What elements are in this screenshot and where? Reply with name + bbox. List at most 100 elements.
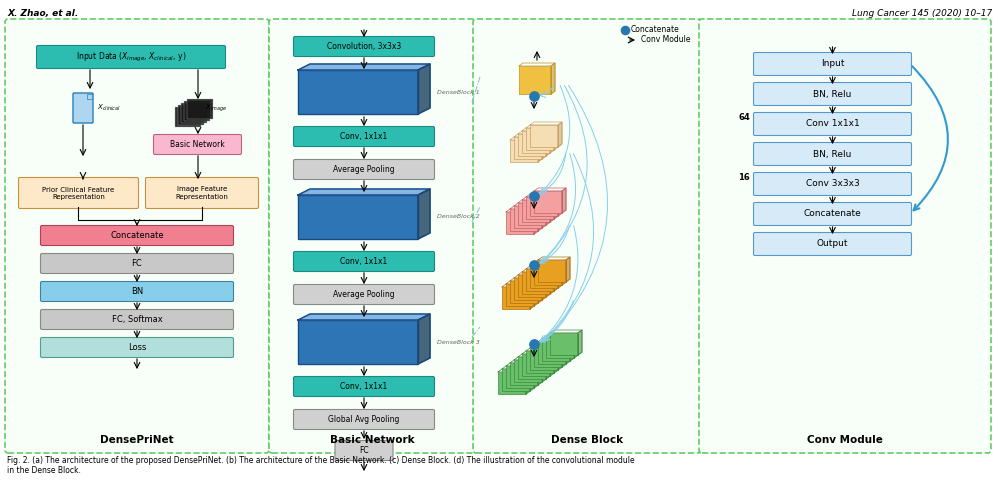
FancyBboxPatch shape bbox=[534, 345, 562, 367]
Text: 64: 64 bbox=[738, 114, 750, 123]
FancyBboxPatch shape bbox=[37, 45, 226, 68]
Polygon shape bbox=[578, 330, 582, 355]
Text: Loss: Loss bbox=[128, 343, 146, 352]
FancyBboxPatch shape bbox=[522, 354, 550, 376]
FancyBboxPatch shape bbox=[510, 140, 538, 162]
Polygon shape bbox=[566, 257, 570, 282]
FancyBboxPatch shape bbox=[498, 372, 526, 394]
Polygon shape bbox=[418, 314, 430, 364]
Polygon shape bbox=[510, 360, 542, 363]
Polygon shape bbox=[506, 363, 538, 366]
FancyBboxPatch shape bbox=[506, 284, 534, 306]
Point bbox=[526, 92, 542, 100]
Polygon shape bbox=[514, 275, 546, 278]
Polygon shape bbox=[502, 366, 534, 369]
Text: Concatenate: Concatenate bbox=[110, 231, 164, 240]
Polygon shape bbox=[562, 260, 566, 285]
FancyBboxPatch shape bbox=[41, 309, 234, 330]
FancyBboxPatch shape bbox=[542, 339, 570, 361]
Polygon shape bbox=[542, 134, 546, 159]
FancyBboxPatch shape bbox=[526, 128, 554, 150]
Text: DenseBlock 3: DenseBlock 3 bbox=[437, 339, 480, 344]
FancyBboxPatch shape bbox=[335, 440, 393, 461]
FancyBboxPatch shape bbox=[506, 212, 534, 234]
FancyBboxPatch shape bbox=[753, 53, 911, 75]
FancyBboxPatch shape bbox=[526, 269, 554, 291]
FancyBboxPatch shape bbox=[538, 342, 566, 364]
Polygon shape bbox=[530, 284, 534, 309]
FancyBboxPatch shape bbox=[294, 251, 435, 272]
FancyBboxPatch shape bbox=[753, 83, 911, 105]
Polygon shape bbox=[530, 263, 562, 266]
Polygon shape bbox=[526, 369, 530, 394]
Polygon shape bbox=[562, 342, 566, 367]
Text: Conv 1x1x1: Conv 1x1x1 bbox=[805, 120, 859, 128]
FancyBboxPatch shape bbox=[41, 253, 234, 274]
FancyBboxPatch shape bbox=[514, 278, 542, 300]
Polygon shape bbox=[526, 348, 558, 351]
Polygon shape bbox=[546, 131, 550, 156]
FancyBboxPatch shape bbox=[753, 143, 911, 165]
Text: DenseBlock 2: DenseBlock 2 bbox=[437, 215, 480, 219]
Polygon shape bbox=[550, 330, 582, 333]
Polygon shape bbox=[522, 128, 554, 131]
Text: Input: Input bbox=[821, 60, 844, 68]
Polygon shape bbox=[518, 131, 550, 134]
Polygon shape bbox=[558, 191, 562, 216]
Text: Conv 3x3x3: Conv 3x3x3 bbox=[805, 180, 859, 188]
FancyBboxPatch shape bbox=[473, 19, 701, 453]
Polygon shape bbox=[534, 260, 566, 263]
FancyBboxPatch shape bbox=[526, 351, 554, 373]
Polygon shape bbox=[554, 194, 558, 219]
Text: BN, Relu: BN, Relu bbox=[813, 150, 852, 158]
Polygon shape bbox=[538, 257, 570, 260]
Polygon shape bbox=[522, 269, 554, 272]
FancyBboxPatch shape bbox=[526, 197, 554, 219]
Polygon shape bbox=[510, 137, 542, 140]
FancyBboxPatch shape bbox=[518, 275, 546, 297]
Polygon shape bbox=[526, 266, 558, 269]
Polygon shape bbox=[87, 94, 92, 99]
Polygon shape bbox=[534, 281, 538, 306]
Polygon shape bbox=[526, 194, 558, 197]
Bar bbox=[187, 99, 213, 119]
FancyBboxPatch shape bbox=[522, 131, 550, 153]
Polygon shape bbox=[522, 351, 554, 354]
Text: Conv Module: Conv Module bbox=[807, 435, 883, 445]
Polygon shape bbox=[538, 137, 542, 162]
Point bbox=[526, 340, 542, 348]
FancyBboxPatch shape bbox=[298, 320, 418, 364]
Text: Concatenate: Concatenate bbox=[803, 210, 861, 218]
Polygon shape bbox=[550, 269, 554, 294]
FancyBboxPatch shape bbox=[41, 281, 234, 302]
FancyBboxPatch shape bbox=[154, 134, 242, 154]
Polygon shape bbox=[534, 188, 566, 191]
Polygon shape bbox=[542, 336, 574, 339]
Polygon shape bbox=[551, 63, 555, 94]
FancyBboxPatch shape bbox=[534, 263, 562, 285]
FancyBboxPatch shape bbox=[19, 178, 139, 209]
FancyBboxPatch shape bbox=[73, 93, 93, 123]
FancyBboxPatch shape bbox=[41, 225, 234, 246]
FancyBboxPatch shape bbox=[522, 272, 550, 294]
Polygon shape bbox=[298, 64, 430, 70]
FancyBboxPatch shape bbox=[753, 233, 911, 255]
FancyBboxPatch shape bbox=[298, 70, 418, 114]
FancyBboxPatch shape bbox=[522, 200, 550, 222]
Polygon shape bbox=[514, 203, 546, 206]
Polygon shape bbox=[526, 125, 558, 128]
Text: DenseBlock 1: DenseBlock 1 bbox=[437, 90, 480, 94]
Bar bbox=[178, 105, 204, 125]
Polygon shape bbox=[514, 357, 546, 360]
Polygon shape bbox=[554, 348, 558, 373]
FancyBboxPatch shape bbox=[530, 125, 558, 147]
FancyBboxPatch shape bbox=[753, 203, 911, 225]
Text: Output: Output bbox=[817, 240, 848, 248]
Text: Conv, 1x1x1: Conv, 1x1x1 bbox=[341, 257, 388, 266]
Polygon shape bbox=[530, 122, 562, 125]
FancyBboxPatch shape bbox=[502, 369, 530, 391]
Polygon shape bbox=[510, 278, 542, 281]
Text: X. Zhao, et al.: X. Zhao, et al. bbox=[7, 9, 78, 18]
Polygon shape bbox=[510, 206, 542, 209]
FancyBboxPatch shape bbox=[538, 260, 566, 282]
